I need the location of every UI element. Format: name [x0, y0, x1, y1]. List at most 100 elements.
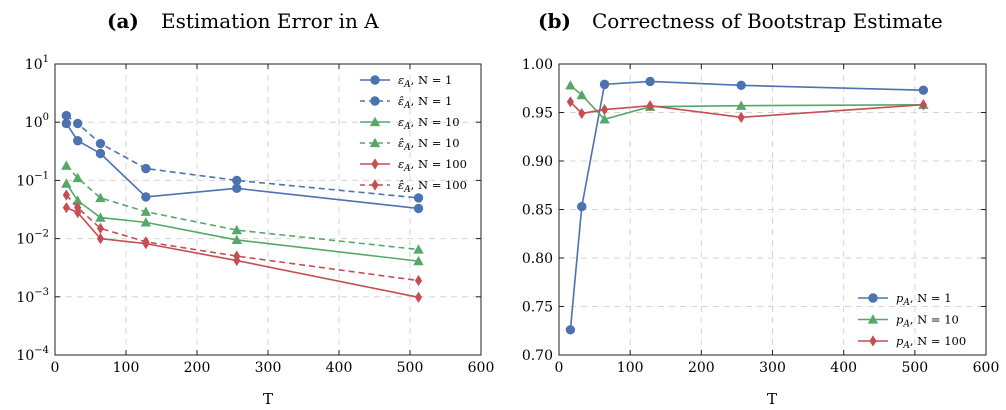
- data-point: [578, 107, 586, 120]
- x-tick-label: 300: [759, 360, 786, 376]
- x-tick-label: 300: [255, 360, 282, 376]
- x-tick-label: 0: [51, 360, 60, 376]
- data-point: [72, 195, 83, 205]
- series-line: [65, 114, 419, 199]
- data-point: [96, 222, 105, 234]
- panel-b-title: Correctness of Bootstrap Estimate: [592, 9, 943, 33]
- x-tick-label: 200: [688, 360, 715, 376]
- data-point: [565, 80, 576, 90]
- data-point: [735, 100, 747, 110]
- panel-b-label: (b): [538, 9, 571, 33]
- data-point: [918, 85, 929, 95]
- legend: εA, N = 1 ε̂A, N = 1 εA, N = 10 ε̂A, N = 10…: [360, 73, 467, 195]
- data-point: [141, 163, 151, 174]
- data-point: [413, 193, 424, 203]
- panel-a-plot: 0 100 200 300 400 500 600 10−4 10−3 10−2 10−1 100 10…: [16, 54, 494, 376]
- y-tick-label: 10−2: [16, 229, 49, 248]
- data-point: [231, 224, 242, 235]
- legend-label: pA, N = 1: [896, 291, 952, 308]
- x-tick-label: 500: [397, 360, 424, 376]
- x-tick-label: 600: [973, 360, 1000, 376]
- series: [61, 110, 424, 203]
- series: [565, 76, 929, 335]
- data-point: [737, 111, 745, 123]
- panel-a-xlabel: T: [263, 390, 273, 408]
- legend-label: pA, N = 10: [896, 313, 959, 330]
- data-point: [414, 291, 423, 303]
- y-tick-label: 0.70: [522, 348, 553, 364]
- data-point: [233, 250, 241, 262]
- plot-frame: [558, 63, 987, 356]
- legend-marker: [868, 293, 878, 303]
- data-point: [142, 236, 150, 248]
- data-point: [95, 138, 106, 149]
- data-point: [232, 183, 242, 194]
- data-point: [74, 202, 82, 214]
- series-line: [569, 101, 924, 119]
- y-tick-label: 0.85: [522, 203, 553, 219]
- data-point: [61, 110, 72, 121]
- series-line: [569, 84, 924, 121]
- x-tick-label: 200: [184, 360, 211, 376]
- x-tick-label: 100: [113, 360, 140, 376]
- data-point: [413, 244, 424, 254]
- series-line: [66, 206, 419, 299]
- series-line: [65, 183, 419, 262]
- y-tick-label: 10−1: [16, 170, 49, 189]
- data-point: [414, 274, 423, 287]
- data-point: [140, 206, 152, 216]
- y-tick-label: 10−3: [16, 287, 49, 306]
- data-point: [61, 160, 72, 170]
- data-point: [599, 114, 610, 124]
- data-point: [645, 76, 655, 87]
- data-point: [232, 175, 242, 186]
- legend-label: pA, N = 100: [896, 334, 966, 351]
- legend-marker: [369, 116, 381, 127]
- data-point: [61, 118, 72, 129]
- legend-marker: [370, 96, 380, 106]
- panel-b-plot: 0 100 200 300 400 500 600 0.70 0.75 0.80 0.85 0.90 0…: [522, 57, 1000, 376]
- data-point: [646, 100, 654, 112]
- data-point: [413, 203, 424, 214]
- series-line: [65, 123, 419, 210]
- data-point: [95, 212, 106, 222]
- data-point: [95, 192, 106, 203]
- series: [61, 160, 424, 254]
- series: [62, 189, 423, 287]
- series: [62, 202, 423, 303]
- legend-label: ε̂A, N = 1: [398, 94, 452, 111]
- data-point: [413, 255, 424, 266]
- plot-frame: [54, 63, 482, 356]
- data-point: [140, 217, 152, 227]
- series-line: [569, 80, 924, 330]
- x-tick-label: 400: [830, 360, 857, 376]
- panel-a-title: Estimation Error in A: [161, 9, 379, 33]
- legend-marker: [370, 75, 380, 85]
- data-point: [72, 172, 83, 183]
- data-point: [565, 325, 576, 335]
- legend-marker: [371, 158, 379, 170]
- legend-label: εA, N = 1: [398, 73, 452, 90]
- y-tick-label: 10−4: [16, 345, 49, 364]
- data-point: [577, 201, 587, 212]
- data-point: [62, 189, 70, 201]
- legend-marker: [867, 314, 879, 324]
- legend-marker: [371, 179, 379, 191]
- y-tick-label: 0.80: [522, 251, 553, 267]
- data-point: [73, 136, 83, 146]
- legend-label: ε̂A, N = 10: [398, 136, 460, 153]
- y-tick-label: 0.75: [522, 300, 553, 316]
- data-point: [73, 118, 83, 129]
- data-point: [62, 202, 70, 214]
- y-tick-label: 100: [25, 112, 49, 131]
- y-tick-label: 0.90: [522, 154, 553, 170]
- data-point: [600, 103, 609, 116]
- y-tick-label: 101: [25, 54, 49, 73]
- x-tick-label: 600: [468, 360, 495, 376]
- legend-marker: [869, 335, 877, 347]
- y-tick-label: 1.00: [522, 57, 553, 73]
- series-line: [65, 194, 419, 282]
- series: [61, 178, 424, 266]
- legend-label: ε̂A, N = 100: [398, 178, 467, 195]
- data-point: [141, 192, 151, 202]
